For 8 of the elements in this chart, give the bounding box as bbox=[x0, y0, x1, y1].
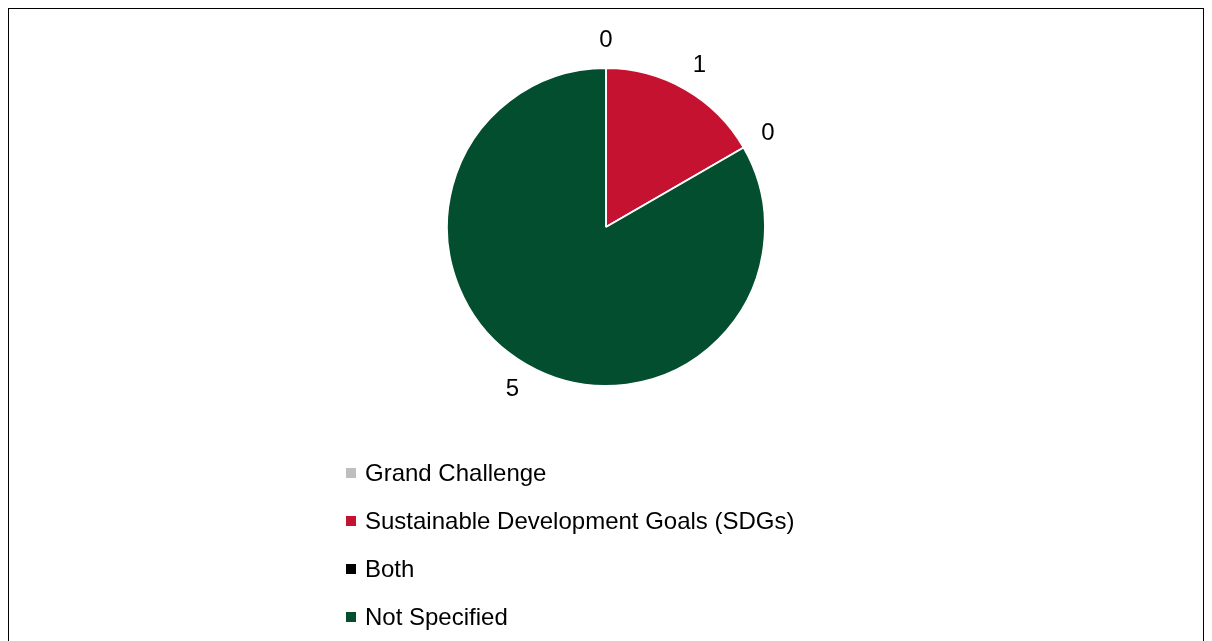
data-label: 5 bbox=[505, 373, 520, 401]
legend-label: Both bbox=[365, 555, 415, 583]
legend-label: Grand Challenge bbox=[365, 459, 547, 487]
legend-label: Sustainable Development Goals (SDGs) bbox=[365, 507, 795, 535]
text: 0 bbox=[599, 24, 613, 52]
text: 0 bbox=[761, 118, 775, 146]
legend-label: Not Specified bbox=[365, 603, 508, 631]
data-label: 1 bbox=[692, 49, 707, 77]
